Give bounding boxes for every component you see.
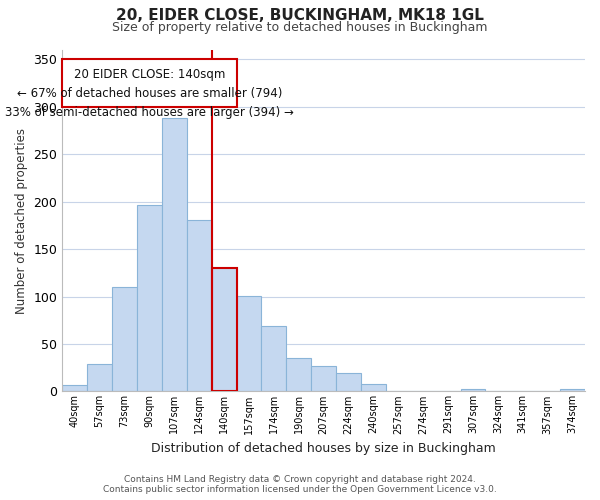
X-axis label: Distribution of detached houses by size in Buckingham: Distribution of detached houses by size … [151,442,496,455]
Bar [87,364,112,392]
Text: Size of property relative to detached houses in Buckingham: Size of property relative to detached ho… [112,21,488,34]
Y-axis label: Number of detached properties: Number of detached properties [15,128,28,314]
Text: 20 EIDER CLOSE: 140sqm: 20 EIDER CLOSE: 140sqm [74,68,225,82]
Bar [361,384,386,392]
Text: Contains HM Land Registry data © Crown copyright and database right 2024.: Contains HM Land Registry data © Crown c… [124,475,476,484]
Bar [262,326,286,392]
Bar [461,390,485,392]
Text: 20, EIDER CLOSE, BUCKINGHAM, MK18 1GL: 20, EIDER CLOSE, BUCKINGHAM, MK18 1GL [116,8,484,22]
Bar [162,118,187,392]
Bar [336,374,361,392]
Bar [187,220,212,392]
Text: Contains public sector information licensed under the Open Government Licence v3: Contains public sector information licen… [103,484,497,494]
Bar [212,268,236,392]
Bar [560,390,585,392]
Bar [212,268,236,392]
Bar [62,385,87,392]
Text: 33% of semi-detached houses are larger (394) →: 33% of semi-detached houses are larger (… [5,106,294,120]
Bar [137,204,162,392]
Bar [286,358,311,392]
Bar [236,296,262,392]
Bar [112,287,137,392]
Bar [311,366,336,392]
Text: ← 67% of detached houses are smaller (794): ← 67% of detached houses are smaller (79… [17,88,282,101]
